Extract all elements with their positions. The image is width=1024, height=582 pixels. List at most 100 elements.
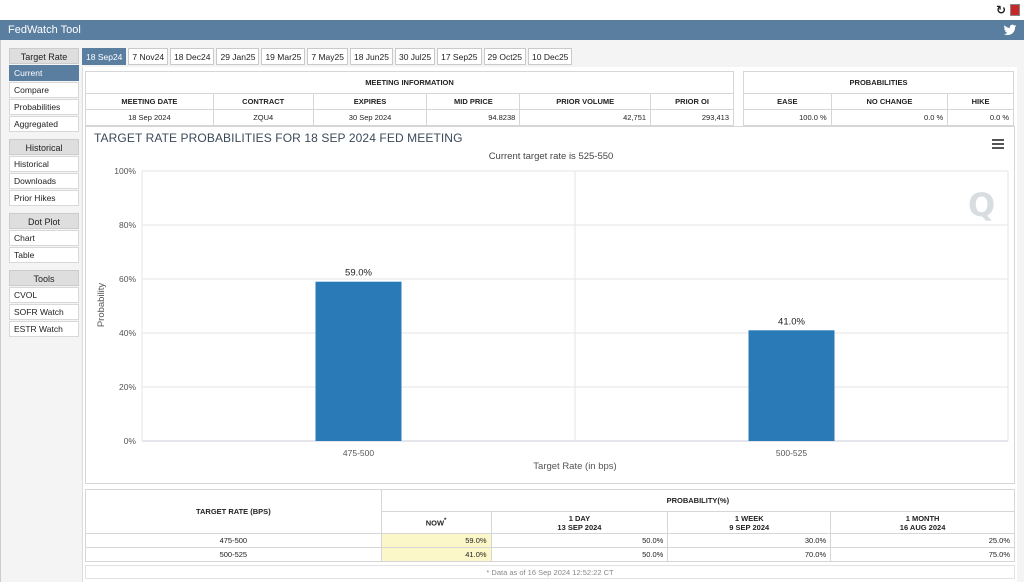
main-panel: MEETING INFORMATION MEETING DATE CONTRAC… [82, 67, 1017, 582]
sidebar-item-current[interactable]: Current [9, 65, 79, 81]
y-tick-label: 0% [124, 436, 137, 446]
meeting-date-value: 18 Sep 2024 [85, 109, 214, 126]
col-meeting-date: MEETING DATE [85, 93, 214, 110]
sidebar-item-compare[interactable]: Compare [9, 82, 79, 98]
probability-history-table: TARGET RATE (BPS) PROBABILITY(%) NOW* 1 … [85, 489, 1016, 562]
app-title: FedWatch Tool [8, 24, 81, 36]
sidebar-item-prior-hikes[interactable]: Prior Hikes [9, 190, 79, 206]
x-axis-title: Target Rate (in bps) [533, 461, 616, 472]
tab-meeting[interactable]: 10 Dec25 [528, 48, 573, 65]
chart-panel: 0% 20% 40% 60% 80% 100% 59.0% 475-500 41.0% 500-5… [85, 126, 1015, 484]
mid-price-value: 94.8238 [426, 109, 521, 126]
quikstrike-logo: Q [968, 186, 996, 224]
twitter-icon[interactable] [1003, 23, 1017, 37]
row-week: 30.0% [667, 533, 832, 548]
probability-header: PROBABILITY(%) [380, 489, 1016, 512]
row-day: 50.0% [490, 533, 669, 548]
sidebar-item-table[interactable]: Table [9, 247, 79, 263]
sidebar: Target Rate Current Compare Probabilities Ag… [9, 48, 79, 338]
table-row: 475-500 59.0% 50.0% 30.0% 25.0% [85, 533, 1015, 548]
app-body: Target Rate Current Compare Probabilities Ag… [0, 40, 1024, 582]
sidebar-heading: Historical [9, 139, 79, 155]
browser-strip: ↻ [0, 0, 1024, 20]
col-1-month-date: 16 AUG 2024 [899, 522, 946, 532]
y-tick-label: 80% [119, 220, 136, 230]
sidebar-item-historical[interactable]: Historical [9, 156, 79, 172]
chart-title: TARGET RATE PROBABILITIES FOR 18 SEP 202… [94, 131, 463, 145]
col-prior-volume: PRIOR VOLUME [519, 93, 652, 110]
sidebar-heading: Tools [9, 270, 79, 286]
meeting-info-caption: MEETING INFORMATION [85, 71, 734, 94]
sidebar-item-sofr-watch[interactable]: SOFR Watch [9, 304, 79, 320]
row-day: 50.0% [490, 547, 669, 562]
sidebar-item-probabilities[interactable]: Probabilities [9, 99, 79, 115]
probabilities-table: PROBABILITIES EASE NO CHANGE HIKE 100.0 … [743, 71, 1014, 126]
sidebar-item-chart[interactable]: Chart [9, 230, 79, 246]
tab-meeting[interactable]: 18 Dec24 [170, 48, 215, 65]
bar-value-label: 41.0% [778, 316, 805, 327]
sidebar-heading: Target Rate [9, 48, 79, 64]
col-hike: HIKE [947, 93, 1014, 110]
expires-value: 30 Sep 2024 [312, 109, 428, 126]
col-prior-oi: PRIOR OI [650, 93, 734, 110]
tab-meeting[interactable]: 29 Jan25 [216, 48, 260, 65]
tab-meeting[interactable]: 19 Mar25 [261, 48, 306, 65]
extension-icon[interactable] [1010, 4, 1020, 16]
meeting-info-table: MEETING INFORMATION MEETING DATE CONTRAC… [85, 71, 734, 126]
col-contract: CONTRACT [212, 93, 314, 110]
reload-icon[interactable]: ↻ [996, 3, 1007, 17]
sidebar-item-estr-watch[interactable]: ESTR Watch [9, 321, 79, 337]
col-now-marker: * [444, 517, 447, 525]
meeting-tabs: 18 Sep24 7 Nov24 18 Dec24 29 Jan25 19 Mar25 7… [82, 48, 574, 65]
tab-meeting[interactable]: 17 Sep25 [437, 48, 482, 65]
row-rate: 475-500 [85, 533, 382, 548]
prior-volume-value: 42,751 [519, 109, 652, 126]
col-1-day-label: 1 DAY [568, 513, 591, 523]
x-tick-label: 500-525 [776, 448, 807, 458]
row-now: 59.0% [380, 533, 492, 548]
col-now: NOW* [380, 511, 492, 534]
tab-meeting[interactable]: 29 Oct25 [483, 48, 527, 65]
chart-menu-icon[interactable] [992, 139, 1004, 149]
sidebar-item-cvol[interactable]: CVOL [9, 287, 79, 303]
data-footnote: * Data as of 16 Sep 2024 12:52:22 CT [85, 565, 1015, 579]
row-now: 41.0% [380, 547, 492, 562]
sidebar-item-downloads[interactable]: Downloads [9, 173, 79, 189]
probabilities-caption: PROBABILITIES [743, 71, 1014, 94]
col-1-month: 1 MONTH 16 AUG 2024 [830, 511, 1015, 534]
col-1-week-date: 9 SEP 2024 [729, 522, 770, 532]
y-tick-label: 20% [119, 382, 136, 392]
row-week: 70.0% [667, 547, 832, 562]
tab-meeting[interactable]: 7 May25 [307, 48, 348, 65]
x-tick-label: 475-500 [343, 448, 374, 458]
bar-475-500 [315, 281, 402, 441]
target-rate-header: TARGET RATE (BPS) [85, 489, 382, 534]
col-1-month-label: 1 MONTH [905, 513, 940, 523]
tab-meeting[interactable]: 7 Nov24 [128, 48, 169, 65]
sidebar-heading: Dot Plot [9, 213, 79, 229]
col-ease: EASE [743, 93, 832, 110]
bar-500-525 [748, 330, 835, 441]
y-tick-label: 60% [119, 274, 136, 284]
chart-subtitle: Current target rate is 525-550 [489, 151, 614, 162]
tab-meeting[interactable]: 18 Sep24 [82, 48, 127, 65]
col-mid-price: MID PRICE [426, 93, 521, 110]
tab-meeting[interactable]: 30 Jul25 [394, 48, 436, 65]
probability-chart: 0% 20% 40% 60% 80% 100% 59.0% 475-500 41.0% 500-5… [96, 151, 1009, 472]
app-title-bar: FedWatch Tool [0, 20, 1024, 40]
sidebar-item-aggregated[interactable]: Aggregated [9, 116, 79, 132]
col-1-week: 1 WEEK 9 SEP 2024 [667, 511, 832, 534]
col-1-week-label: 1 WEEK [734, 513, 764, 523]
row-month: 75.0% [830, 547, 1015, 562]
col-1-day-date: 13 SEP 2024 [557, 522, 602, 532]
hike-value: 0.0 % [947, 109, 1014, 126]
col-now-label: NOW [425, 518, 445, 528]
y-tick-label: 40% [119, 328, 136, 338]
y-tick-label: 100% [114, 166, 136, 176]
col-1-day: 1 DAY 13 SEP 2024 [490, 511, 669, 534]
col-expires: EXPIRES [312, 93, 428, 110]
ease-value: 100.0 % [743, 109, 832, 126]
table-row: 500-525 41.0% 50.0% 70.0% 75.0% [85, 547, 1015, 562]
tab-meeting[interactable]: 18 Jun25 [349, 48, 393, 65]
